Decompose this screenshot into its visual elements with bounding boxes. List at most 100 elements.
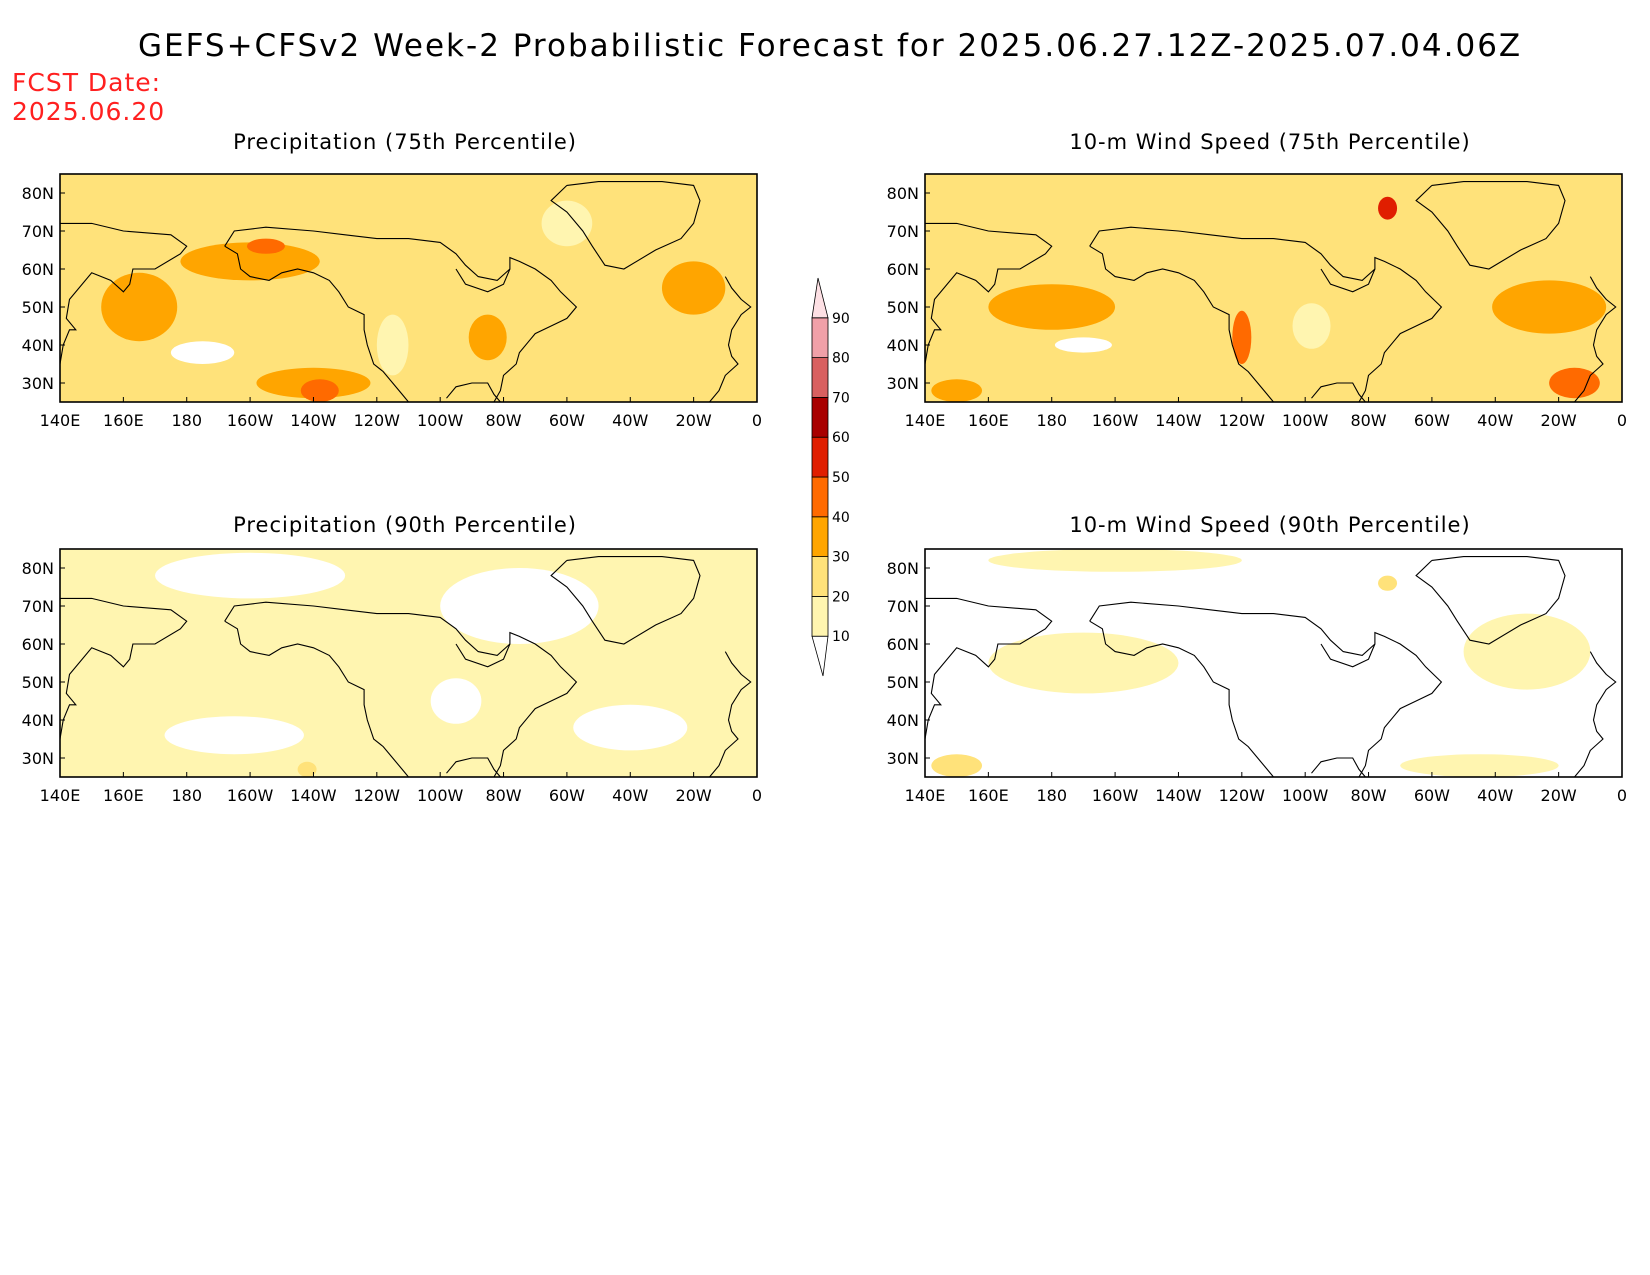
coastline [1574, 276, 1617, 402]
lon-tick-label: 140W [290, 786, 337, 805]
lon-tick-label: 60W [1414, 786, 1450, 805]
probability-contour [180, 242, 320, 281]
coastline [455, 268, 511, 293]
lon-tick-label: 140E [905, 411, 946, 430]
lat-tick-label: 50N [22, 673, 54, 692]
lon-tick-label: 140W [290, 411, 337, 430]
colorbar-label: 70 [832, 390, 850, 406]
coastline [224, 620, 409, 777]
map-panel-3: 140E 160E 180 160W 140W 120W 100W 80W 60W 40W 20W 0… [887, 548, 1627, 805]
probability-contour [931, 754, 983, 777]
map-frame [59, 548, 758, 778]
lon-tick-label: 140W [1155, 786, 1202, 805]
probability-contour [155, 552, 346, 599]
coastline [446, 382, 501, 402]
coastline [709, 276, 752, 402]
map-panel-1: 140E 160E 180 160W 140W 120W 100W 80W 60W 40W 20W 0… [887, 173, 1627, 430]
lon-tick-label: 40W [1477, 411, 1513, 430]
lon-tick-label: 100W [417, 786, 464, 805]
probability-contour [1549, 367, 1600, 399]
probability-contour [170, 341, 235, 364]
lat-tick-label: 80N [887, 559, 919, 578]
panel-title-precip-90: Precipitation (90th Percentile) [233, 513, 577, 537]
probability-contour [376, 314, 409, 376]
lon-tick-label: 120W [354, 411, 401, 430]
coastline [1320, 268, 1376, 293]
panel-title-wind-75: 10-m Wind Speed (75th Percentile) [1069, 130, 1471, 154]
lon-tick-label: 40W [612, 786, 648, 805]
lat-tick-label: 50N [887, 298, 919, 317]
colorbar-band [811, 436, 829, 478]
lon-tick-label: 60W [1414, 411, 1450, 430]
coastline [1089, 226, 1443, 402]
coastline [60, 597, 188, 740]
probability-contour [1054, 337, 1112, 353]
lon-tick-label: 120W [1219, 786, 1266, 805]
map-frame [924, 173, 1623, 403]
probability-contour [988, 632, 1179, 694]
coastline [1415, 181, 1566, 270]
lon-tick-label: 140E [40, 411, 81, 430]
probability-contour [300, 379, 339, 402]
coastline [1415, 556, 1566, 645]
coastline [455, 643, 511, 668]
probability-contour [1378, 196, 1398, 220]
coastline [925, 597, 1053, 740]
probability-contour [440, 568, 599, 644]
colorbar-band [811, 516, 829, 557]
lon-tick-label: 0 [752, 786, 762, 805]
colorbar-label: 10 [832, 629, 850, 645]
probability-contour [541, 200, 593, 247]
probability-contour [661, 261, 726, 315]
lat-tick-label: 50N [887, 673, 919, 692]
colorbar-label: 80 [832, 351, 850, 367]
probability-contour [1378, 575, 1398, 591]
figure-title: GEFS+CFSv2 Week-2 Probabilistic Forecast… [138, 28, 1523, 64]
lat-tick-label: 30N [887, 749, 919, 768]
lon-tick-label: 180 [1036, 411, 1067, 430]
lon-tick-label: 140E [40, 786, 81, 805]
coastline [446, 757, 501, 777]
lat-tick-label: 70N [22, 222, 54, 241]
fcst-date: 2025.06.20 [12, 97, 166, 126]
lon-tick-label: 40W [612, 411, 648, 430]
lon-tick-label: 140E [905, 786, 946, 805]
lon-tick-label: 160W [1092, 411, 1139, 430]
lon-tick-label: 160E [968, 786, 1009, 805]
lon-tick-label: 0 [1617, 411, 1627, 430]
panel-title-precip-75: Precipitation (75th Percentile) [233, 130, 577, 154]
lat-tick-label: 80N [22, 559, 54, 578]
lon-tick-label: 80W [1350, 786, 1386, 805]
lon-tick-label: 0 [1617, 786, 1627, 805]
coastline [1320, 643, 1376, 668]
probability-contour [1292, 303, 1331, 349]
lat-tick-label: 80N [887, 184, 919, 203]
lat-tick-label: 50N [22, 298, 54, 317]
lat-tick-label: 40N [22, 336, 54, 355]
lat-tick-label: 70N [887, 597, 919, 616]
lon-tick-label: 60W [549, 786, 585, 805]
lon-tick-label: 120W [1219, 411, 1266, 430]
lon-tick-label: 180 [171, 786, 202, 805]
map-frame [924, 548, 1623, 778]
lon-tick-label: 100W [417, 411, 464, 430]
colorbar-band [811, 635, 829, 677]
colorbar-band [811, 277, 829, 319]
lat-tick-label: 60N [22, 260, 54, 279]
coastline [1574, 651, 1617, 777]
lon-tick-label: 160W [227, 411, 274, 430]
coastline [1089, 601, 1443, 777]
probability-contour [297, 761, 317, 777]
coastline [1311, 382, 1366, 402]
lon-tick-label: 20W [676, 786, 712, 805]
coastline [550, 556, 701, 645]
lon-tick-label: 140W [1155, 411, 1202, 430]
colorbar-label: 30 [832, 550, 850, 566]
coastline [224, 601, 578, 777]
colorbar-label: 20 [832, 589, 850, 605]
fcst-label: FCST Date: [12, 68, 162, 97]
lon-tick-label: 120W [354, 786, 401, 805]
probability-contour [988, 284, 1116, 330]
